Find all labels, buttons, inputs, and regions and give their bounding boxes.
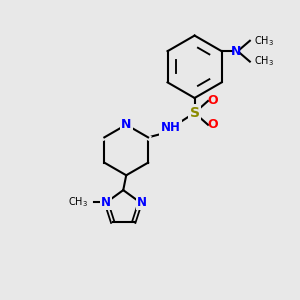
Text: O: O: [207, 94, 218, 107]
Text: N: N: [101, 196, 111, 209]
Text: NH: NH: [161, 121, 181, 134]
Text: N: N: [101, 196, 111, 209]
Text: N: N: [231, 45, 242, 58]
Text: N: N: [137, 196, 147, 209]
Text: S: S: [190, 106, 200, 120]
Text: NH: NH: [161, 121, 181, 134]
Text: N: N: [121, 118, 131, 131]
Text: N: N: [137, 196, 147, 209]
Text: S: S: [190, 106, 200, 120]
Text: CH$_3$: CH$_3$: [254, 34, 274, 48]
Text: O: O: [207, 118, 218, 131]
Text: CH$_3$: CH$_3$: [254, 55, 274, 68]
Text: CH$_3$: CH$_3$: [68, 196, 88, 209]
Text: N: N: [121, 118, 131, 131]
